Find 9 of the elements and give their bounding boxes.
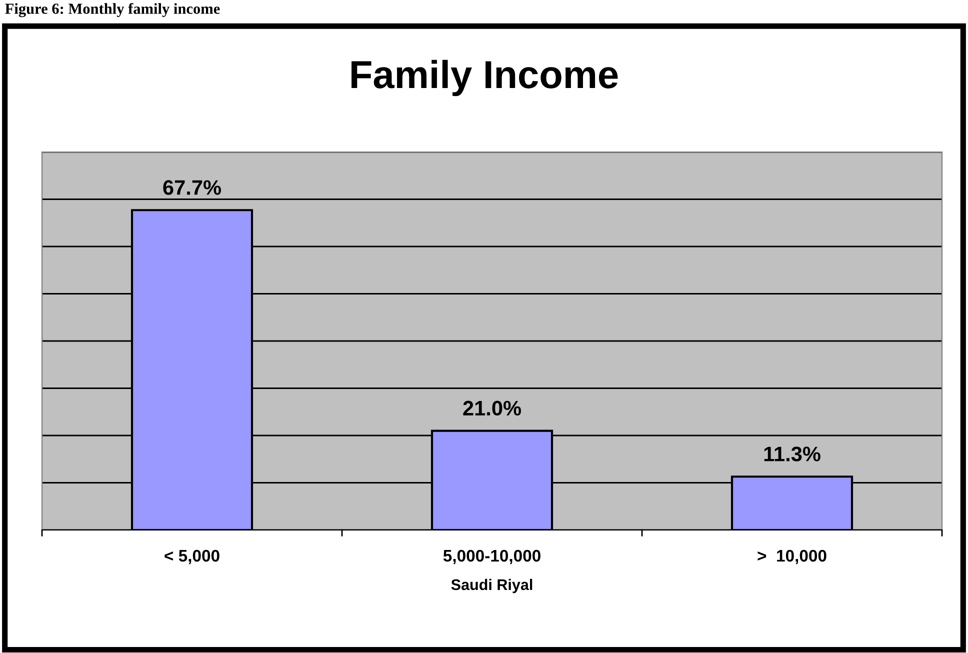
x-tick-label: < 5,000	[164, 550, 220, 564]
caption: Figure 6: Monthly family income	[5, 3, 220, 18]
chart-title: Family Income	[352, 60, 618, 96]
x-axis-title: Saudi Riyal	[451, 578, 532, 594]
data-label: 67.7%	[163, 180, 221, 195]
x-tick-label: 5,000-10,000	[443, 550, 540, 564]
data-label: 21.0%	[463, 400, 521, 416]
x-tick-label: > 10,000	[758, 550, 826, 564]
data-label: 11.3%	[764, 446, 820, 462]
